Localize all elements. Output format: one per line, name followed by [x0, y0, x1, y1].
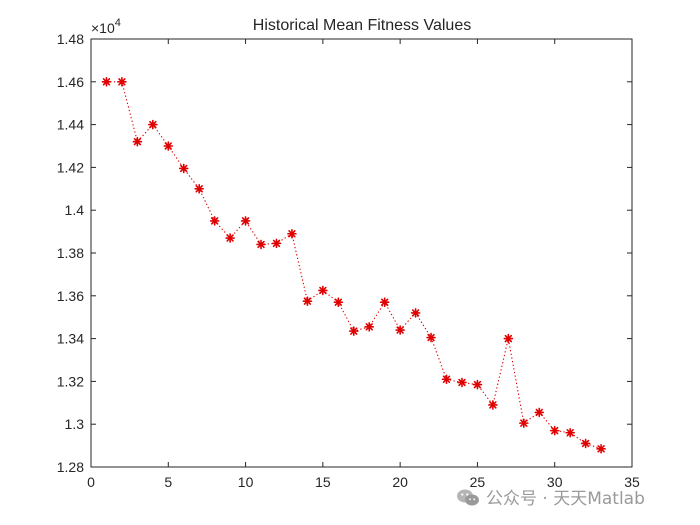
y-tick-label: 1.42: [57, 159, 84, 175]
y-tick-label: 1.3: [65, 416, 85, 432]
y-tick-label: 1.36: [57, 288, 84, 304]
data-point: [565, 427, 575, 438]
wechat-icon: [457, 489, 479, 506]
y-tick-label: 1.38: [57, 245, 84, 261]
x-tick-label: 35: [624, 474, 640, 490]
data-point: [518, 418, 529, 428]
y-tick-label: 1.44: [57, 117, 84, 133]
y-axis-exponent-power: 4: [115, 17, 121, 29]
chart-title: Historical Mean Fitness Values: [253, 17, 471, 34]
x-tick-label: 30: [547, 474, 563, 490]
y-tick-label: 1.32: [57, 373, 84, 389]
data-point: [101, 77, 112, 87]
x-tick-label: 10: [238, 474, 254, 490]
data-point: [534, 407, 545, 418]
data-point: [225, 233, 235, 243]
y-tick-label: 1.46: [57, 74, 84, 90]
data-point: [426, 332, 436, 343]
data-point: [163, 141, 174, 151]
data-point: [364, 322, 375, 332]
x-tick-label: 0: [87, 474, 95, 490]
data-point: [271, 238, 282, 249]
y-axis: 1.28 1.3 1.32 1.34 1.36 1.38 1.4 1.42 1.44 1.46 1.…: [57, 31, 632, 475]
data-point: [117, 77, 127, 87]
x-axis: 0 5 10 15 20 25 30 35: [87, 39, 640, 490]
y-tick-label: 1.34: [57, 331, 84, 347]
y-tick-label: 1.28: [57, 459, 84, 475]
data-point: [596, 444, 606, 454]
data-point: [580, 438, 591, 449]
data-point: [194, 184, 204, 194]
data-point: [209, 216, 220, 226]
data-point: [379, 297, 390, 308]
y-axis-exponent-base: ×10: [91, 20, 115, 36]
x-tick-label: 5: [164, 474, 172, 490]
data-point: [287, 228, 297, 239]
y-tick-label: 1.4: [65, 202, 85, 218]
x-tick-label: 15: [315, 474, 331, 490]
data-point: [178, 163, 189, 174]
data-point: [318, 285, 328, 296]
y-axis-exponent: ×104: [91, 17, 121, 36]
data-point: [549, 425, 560, 436]
data-point: [488, 400, 498, 410]
x-tick-label: 25: [470, 474, 486, 490]
y-tick-label: 1.48: [57, 31, 84, 47]
x-tick-label: 20: [392, 474, 408, 490]
data-point: [240, 216, 251, 226]
data-point: [333, 297, 344, 308]
data-point: [148, 119, 158, 130]
data-point: [472, 379, 483, 390]
data-point: [395, 325, 405, 335]
data-point: [256, 239, 266, 250]
data-point: [132, 136, 143, 147]
data-point: [302, 296, 313, 306]
plot-area: [90, 38, 633, 468]
data-point: [348, 326, 359, 336]
data-point: [410, 308, 421, 318]
series-layer: [101, 77, 606, 454]
watermark: 公众号 · 天天Matlab: [456, 484, 645, 509]
data-point: [503, 333, 514, 344]
data-point: [457, 377, 467, 388]
data-point: [441, 374, 452, 385]
watermark-text: 公众号 · 天天Matlab: [486, 489, 645, 509]
